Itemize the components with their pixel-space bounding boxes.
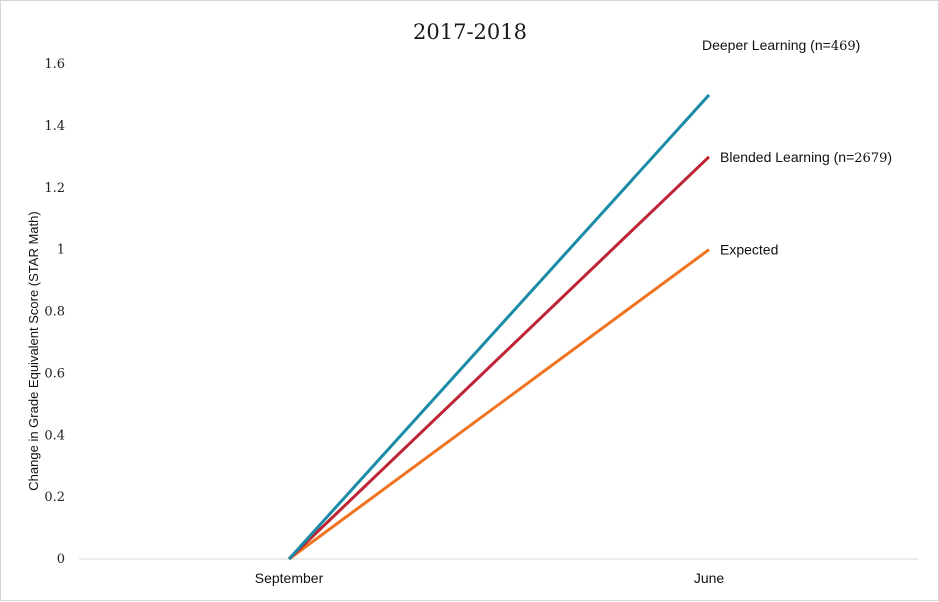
y-axis-ticks: 0 0.2 0.4 0.6 0.8 1 1.2 1.4 1.6 (44, 57, 65, 567)
series-line (287, 155, 711, 561)
x-tick-label: June (694, 570, 725, 586)
x-tick-label: September (255, 570, 324, 586)
y-tick-label: 0.8 (44, 305, 65, 320)
y-tick-label: 1 (57, 243, 65, 258)
y-tick-label: 1.2 (44, 181, 65, 196)
y-tick-label: 0.2 (44, 490, 65, 505)
series-label: Blended Learning (n=2679) (720, 149, 892, 166)
chart-title: 2017-2018 (413, 20, 527, 44)
series-label: Expected (720, 242, 778, 258)
y-tick-label: 0.4 (44, 428, 65, 443)
x-axis-ticks: September June (255, 570, 725, 586)
series-lines (287, 93, 711, 561)
y-tick-label: 1.6 (44, 57, 65, 72)
y-tick-label: 1.4 (44, 119, 65, 134)
series-line (287, 93, 711, 561)
series-labels: Deeper Learning (n=469) Blended Learning … (702, 37, 892, 258)
series-label: Deeper Learning (n=469) (702, 37, 860, 54)
series-line (288, 248, 710, 561)
y-tick-label: 0.6 (44, 366, 65, 381)
y-tick-label: 0 (57, 552, 65, 567)
y-axis-label: Change in Grade Equivalent Score (STAR M… (26, 211, 41, 490)
